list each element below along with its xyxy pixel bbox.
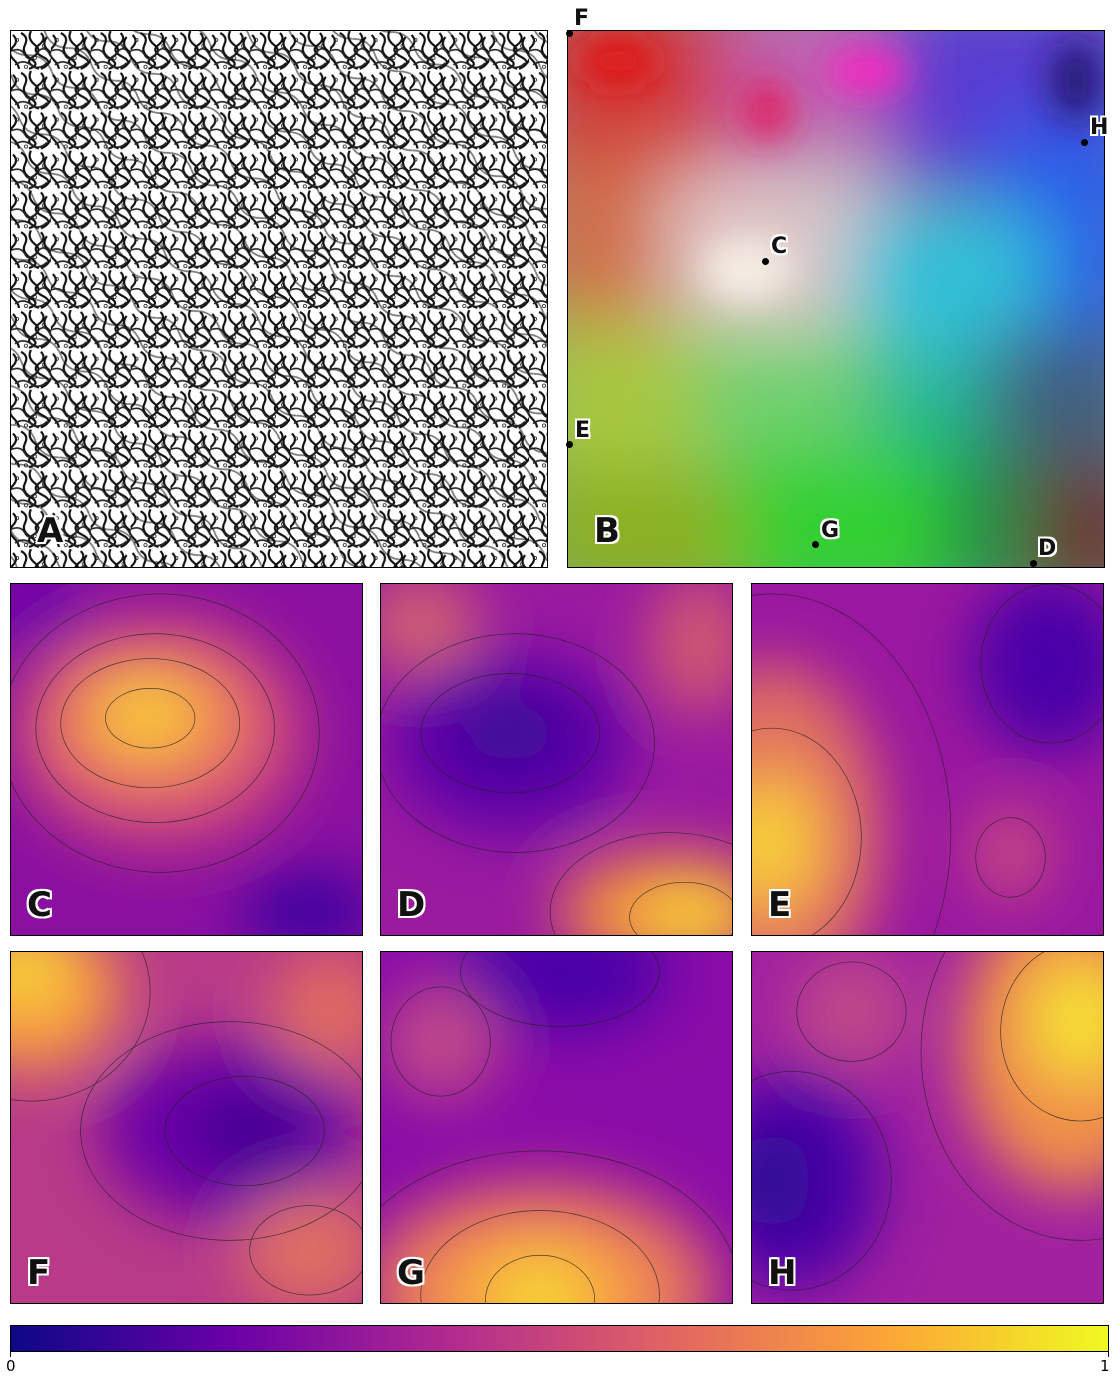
colorbar-tick-max [1108, 1352, 1109, 1357]
rainbow-field [568, 31, 1104, 567]
panel-a-maze: A [10, 30, 548, 568]
heatmap-e [752, 584, 1103, 935]
panel-e-heatmap: E [751, 583, 1104, 936]
panel-label-b: B [594, 511, 620, 551]
colorbar-tick-min [10, 1352, 11, 1357]
marker-dot-d [1030, 560, 1037, 567]
marker-label-f: F [574, 6, 590, 31]
marker-dot-f [566, 30, 573, 37]
marker-label-h: H [1090, 115, 1109, 140]
marker-dot-c [762, 258, 769, 265]
panel-h-heatmap: H [751, 951, 1104, 1304]
heatmap-d [381, 584, 732, 935]
heatmap-h [752, 952, 1103, 1303]
panel-label-d: D [397, 885, 426, 925]
panel-b-colormap: B [567, 30, 1105, 568]
colorbar-min-label: 0 [6, 1357, 16, 1375]
marker-label-c: C [771, 234, 788, 259]
panel-label-a: A [37, 511, 64, 551]
panel-g-heatmap: G [380, 951, 733, 1304]
panel-label-f: F [27, 1253, 51, 1293]
panel-f-heatmap: F [10, 951, 363, 1304]
marker-label-d: D [1038, 536, 1057, 561]
heatmap-f [11, 952, 362, 1303]
marker-dot-h [1081, 139, 1088, 146]
heatmap-g [381, 952, 732, 1303]
colorbar [10, 1325, 1109, 1352]
heatmap-c [11, 584, 362, 935]
panel-c-heatmap: C [10, 583, 363, 936]
panel-label-e: E [768, 885, 792, 925]
panel-label-c: C [27, 885, 52, 925]
marker-dot-g [812, 541, 819, 548]
panel-label-g: G [397, 1253, 425, 1293]
marker-dot-e [566, 441, 573, 448]
marker-label-e: E [575, 418, 591, 443]
marker-label-g: G [821, 518, 840, 543]
maze-pattern [11, 31, 547, 567]
panel-d-heatmap: D [380, 583, 733, 936]
panel-label-h: H [768, 1253, 797, 1293]
colorbar-max-label: 1 [1100, 1357, 1110, 1375]
